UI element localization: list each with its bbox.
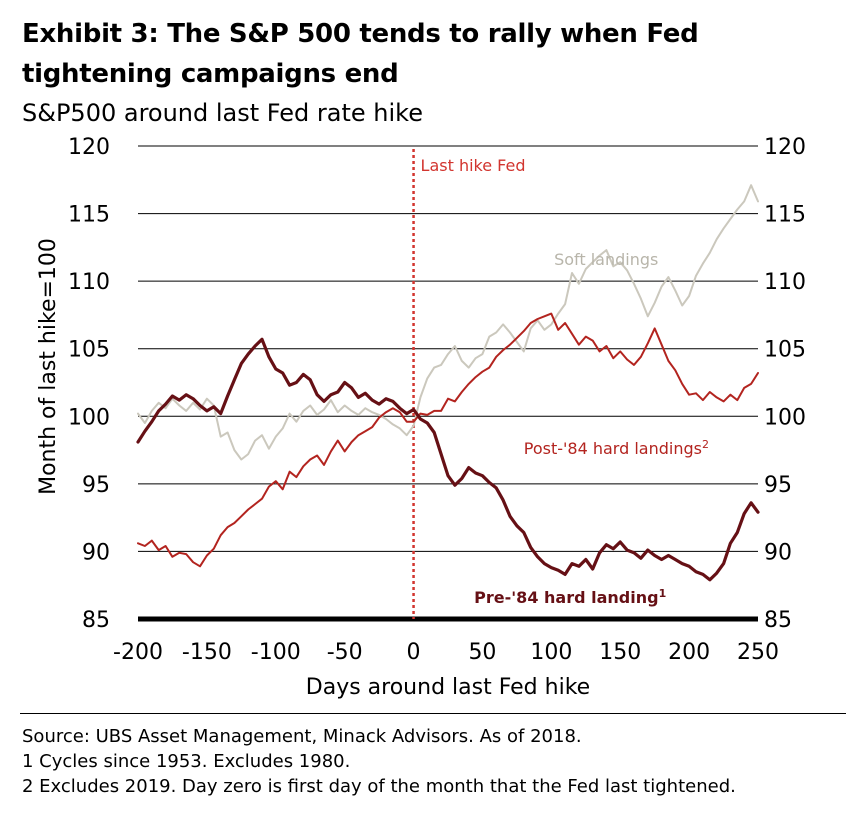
source-note: Source: UBS Asset Management, Minack Adv… bbox=[22, 726, 582, 747]
x-tick-label: 200 bbox=[668, 640, 710, 665]
x-tick-label: 0 bbox=[407, 640, 421, 665]
y-tick-label-left: 95 bbox=[82, 473, 110, 498]
series-label-post84: Post-'84 hard landings2 bbox=[524, 438, 709, 459]
footnote-1: 1 Cycles since 1953. Excludes 1980. bbox=[22, 751, 351, 772]
line-chart: 85 85 90 90 95 95 100 100 105 105 110 110 115 115 120 1… bbox=[36, 135, 806, 700]
y-tick-label-left: 110 bbox=[68, 270, 110, 295]
series-label-pre84: Pre-'84 hard landing1 bbox=[474, 586, 666, 607]
x-tick-label: -50 bbox=[327, 640, 363, 665]
x-tick-label: -100 bbox=[251, 640, 301, 665]
y-tick-label-right: 115 bbox=[764, 203, 806, 228]
y-tick-label-right: 110 bbox=[764, 270, 806, 295]
footnote-divider bbox=[20, 713, 846, 714]
y-tick-label-left: 115 bbox=[68, 203, 110, 228]
y-tick-label-left: 105 bbox=[68, 338, 110, 363]
x-tick-label: 50 bbox=[468, 640, 496, 665]
y-tick-label-left: 100 bbox=[68, 405, 110, 430]
y-tick-label-right: 105 bbox=[764, 338, 806, 363]
x-axis-title: Days around last Fed hike bbox=[306, 675, 590, 700]
y-tick-label-right: 100 bbox=[764, 405, 806, 430]
y-tick-label-left: 120 bbox=[68, 135, 110, 160]
last-hike-label: Last hike Fed bbox=[421, 156, 526, 175]
x-tick-label: 250 bbox=[737, 640, 779, 665]
x-tick-label: -150 bbox=[182, 640, 232, 665]
y-tick-label-left: 90 bbox=[82, 540, 110, 565]
page-title: Exhibit 3: The S&P 500 tends to rally wh… bbox=[22, 19, 699, 89]
chart-subtitle: S&P500 around last Fed rate hike bbox=[22, 99, 423, 127]
x-tick-label: 100 bbox=[530, 640, 572, 665]
y-tick-label-right: 90 bbox=[764, 540, 792, 565]
series-line-post84 bbox=[137, 312, 759, 568]
series-line-pre84 bbox=[136, 337, 760, 582]
y-tick-label-left: 85 bbox=[82, 608, 110, 633]
x-tick-label: -200 bbox=[113, 640, 163, 665]
footnotes: Source: UBS Asset Management, Minack Adv… bbox=[22, 724, 736, 799]
y-tick-label-right: 85 bbox=[764, 608, 792, 633]
footnote-2: 2 Excludes 2019. Day zero is first day o… bbox=[22, 776, 736, 797]
series-line-soft bbox=[137, 184, 759, 461]
y-axis-title: Month of last hike=100 bbox=[36, 238, 61, 495]
x-tick-label: 150 bbox=[599, 640, 641, 665]
y-tick-label-right: 95 bbox=[764, 473, 792, 498]
y-tick-label-right: 120 bbox=[764, 135, 806, 160]
series-label-soft: Soft landings bbox=[554, 250, 658, 269]
